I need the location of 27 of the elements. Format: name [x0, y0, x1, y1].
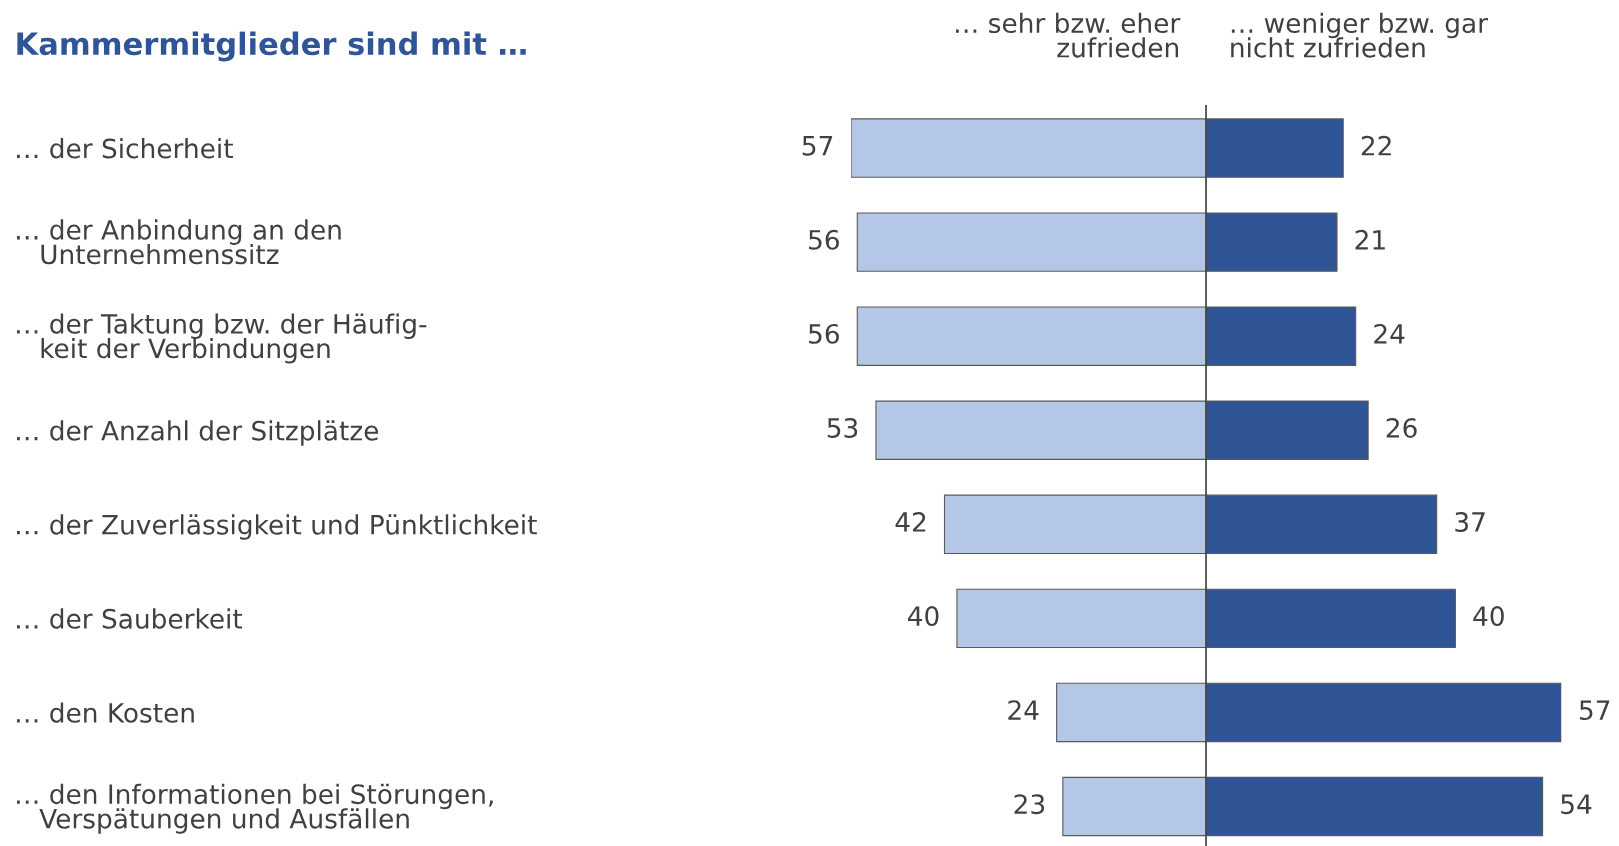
data-label: 40	[908, 606, 939, 627]
text: Kammermitglieder sind mit …	[17, 31, 526, 62]
chart-subtitle: … sehr bzw. eher zufrieden	[955, 12, 1181, 58]
y-tick-label: … der Anzahl der Sitzplätze	[17, 420, 379, 446]
data-label: 24	[1374, 323, 1405, 344]
data-label: 53	[827, 417, 858, 438]
data-label: 37	[1455, 512, 1485, 532]
y-tick-label: … der Sicherheit	[17, 138, 233, 159]
data-label: 22	[1361, 135, 1391, 156]
y-tick-label: … der Sauberkeit	[17, 608, 243, 629]
data-label: 57	[1579, 700, 1610, 721]
data-label: 26	[1386, 417, 1417, 438]
data-label: 56	[809, 323, 839, 344]
y-tick-label: … der Anbindung an den Unternehmenssitz	[17, 219, 341, 265]
data-label: 57	[802, 136, 833, 156]
data-label: 23	[1014, 794, 1045, 815]
data-label: 54	[1561, 794, 1592, 815]
y-tick-label: … den Informationen bei Störungen, Verspätungen und Ausfällen	[17, 783, 493, 834]
data-label: 56	[809, 229, 839, 250]
y-tick-label: … der Zuverlässigkeit und Pünktlichkeit	[17, 514, 537, 540]
data-label: 21	[1355, 229, 1385, 250]
data-label: 40	[1473, 606, 1504, 627]
y-tick-label: … den Kosten	[17, 702, 194, 723]
data-label: 24	[1008, 700, 1039, 720]
chart-subtitle: … weniger bzw. gar nicht zufrieden	[1231, 12, 1489, 58]
y-tick-label: … der Taktung bzw. der Häufig- keit der Verbindungen	[17, 313, 427, 364]
data-label: 42	[895, 512, 926, 532]
